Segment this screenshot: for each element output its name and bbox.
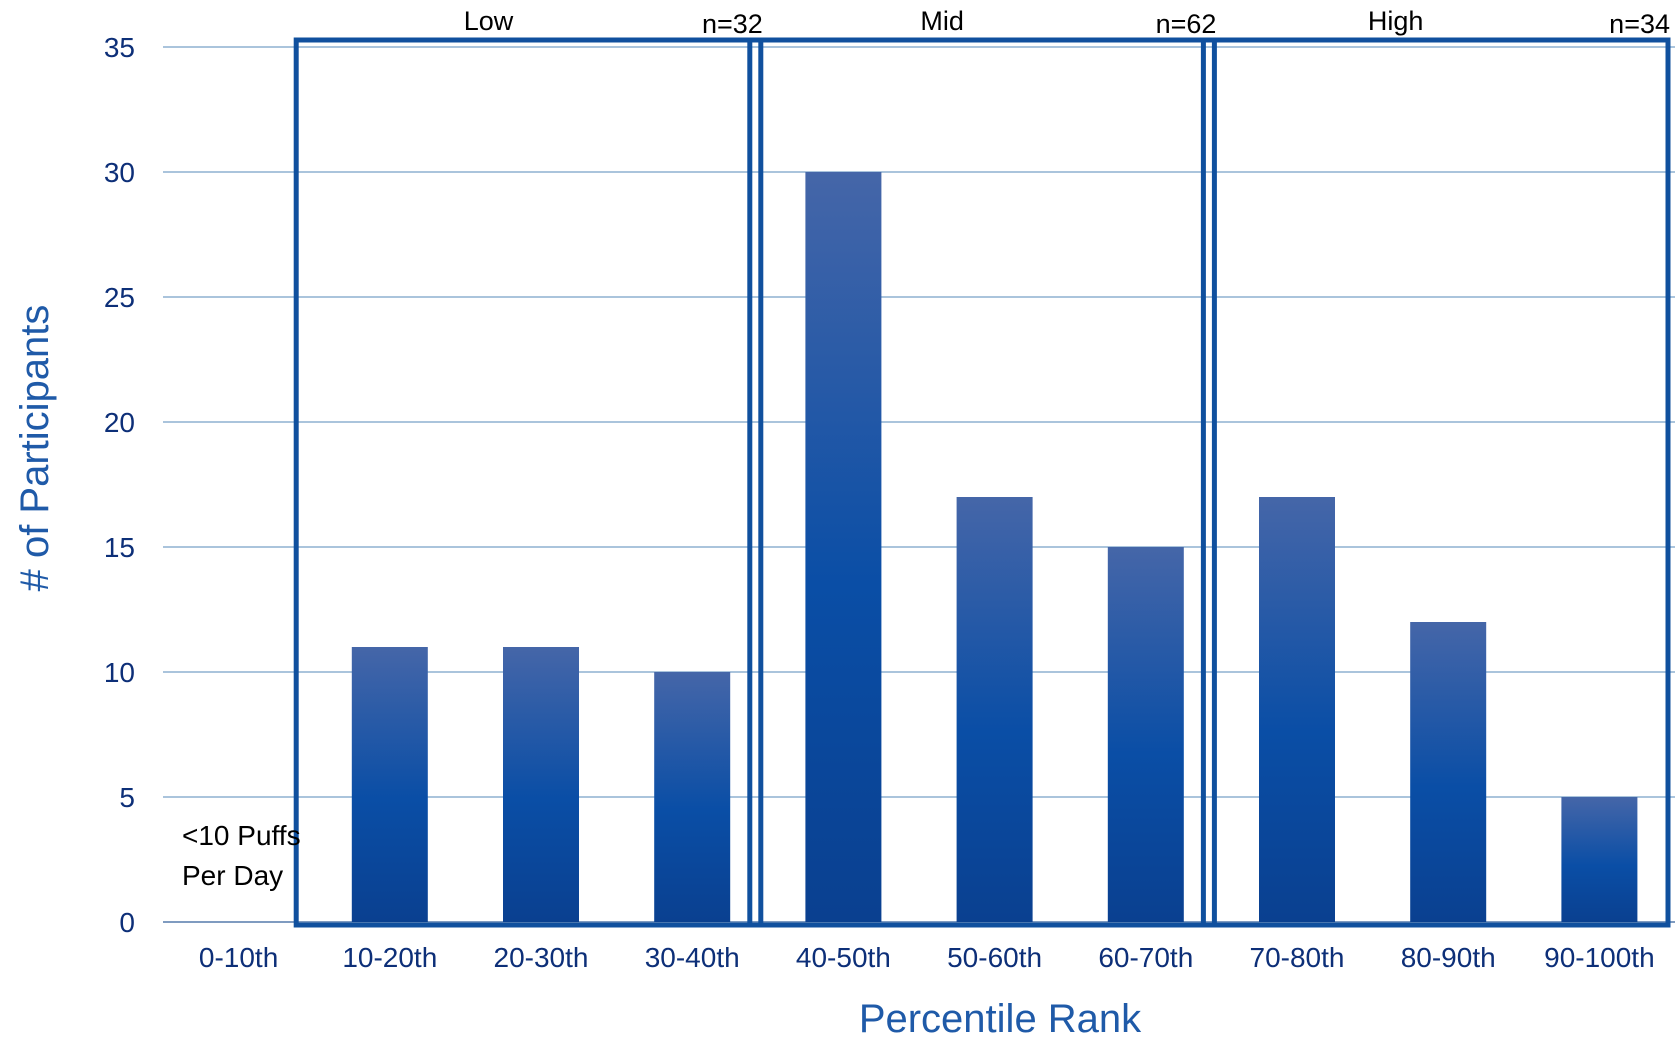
y-axis-title: # of Participants	[13, 305, 57, 592]
bars	[351, 172, 1638, 922]
x-tick-label: 0-10th	[199, 942, 278, 973]
annotation-line-2: Per Day	[182, 860, 283, 891]
bar-50-60th	[956, 497, 1033, 922]
x-tick-label: 60-70th	[1098, 942, 1193, 973]
group-box-low	[293, 37, 764, 928]
bar-60-70th	[1107, 547, 1184, 922]
bar-20-30th	[503, 647, 579, 922]
x-tick-label: 50-60th	[947, 942, 1042, 973]
bar-80-90th	[1410, 622, 1487, 922]
y-tick-label: 35	[104, 32, 135, 63]
x-tick-label: 10-20th	[342, 942, 437, 973]
group-label: Low	[464, 6, 514, 36]
group-n-label: n=34	[1609, 9, 1670, 39]
bar-40-50th	[805, 172, 882, 922]
group-label: High	[1368, 6, 1424, 36]
x-axis-ticks: 0-10th 10-20th 20-30th 30-40th 40-50th 50-60t…	[199, 942, 1655, 973]
x-axis-title: Percentile Rank	[859, 997, 1142, 1037]
y-axis-ticks: 0 5 10 15 20 25 30 35	[104, 32, 135, 938]
group-n-label: n=32	[702, 9, 763, 39]
x-tick-label: 30-40th	[645, 942, 740, 973]
group-label: Mid	[920, 6, 964, 36]
x-tick-label: 70-80th	[1250, 942, 1345, 973]
group-box-high	[1200, 37, 1671, 928]
y-tick-label: 5	[119, 782, 135, 813]
annotation-line-1: <10 Puffs	[182, 820, 301, 851]
x-tick-label: 20-30th	[494, 942, 589, 973]
x-tick-label: 90-100th	[1544, 942, 1655, 973]
y-tick-label: 20	[104, 407, 135, 438]
y-tick-label: 30	[104, 157, 135, 188]
bar-10-20th	[351, 647, 428, 922]
y-tick-label: 15	[104, 532, 135, 563]
y-tick-label: 0	[119, 907, 135, 938]
group-n-label: n=62	[1156, 9, 1217, 39]
bar-30-40th	[654, 672, 731, 922]
group-box-mid	[747, 37, 1217, 928]
y-tick-label: 10	[104, 657, 135, 688]
group-boxes: Low n=32 Mid n=62 High n=34	[293, 6, 1671, 928]
x-tick-label: 80-90th	[1401, 942, 1496, 973]
x-tick-label: 40-50th	[796, 942, 891, 973]
y-tick-label: 25	[104, 282, 135, 313]
bar-90-100th	[1561, 797, 1638, 922]
bar-70-80th	[1259, 497, 1335, 922]
